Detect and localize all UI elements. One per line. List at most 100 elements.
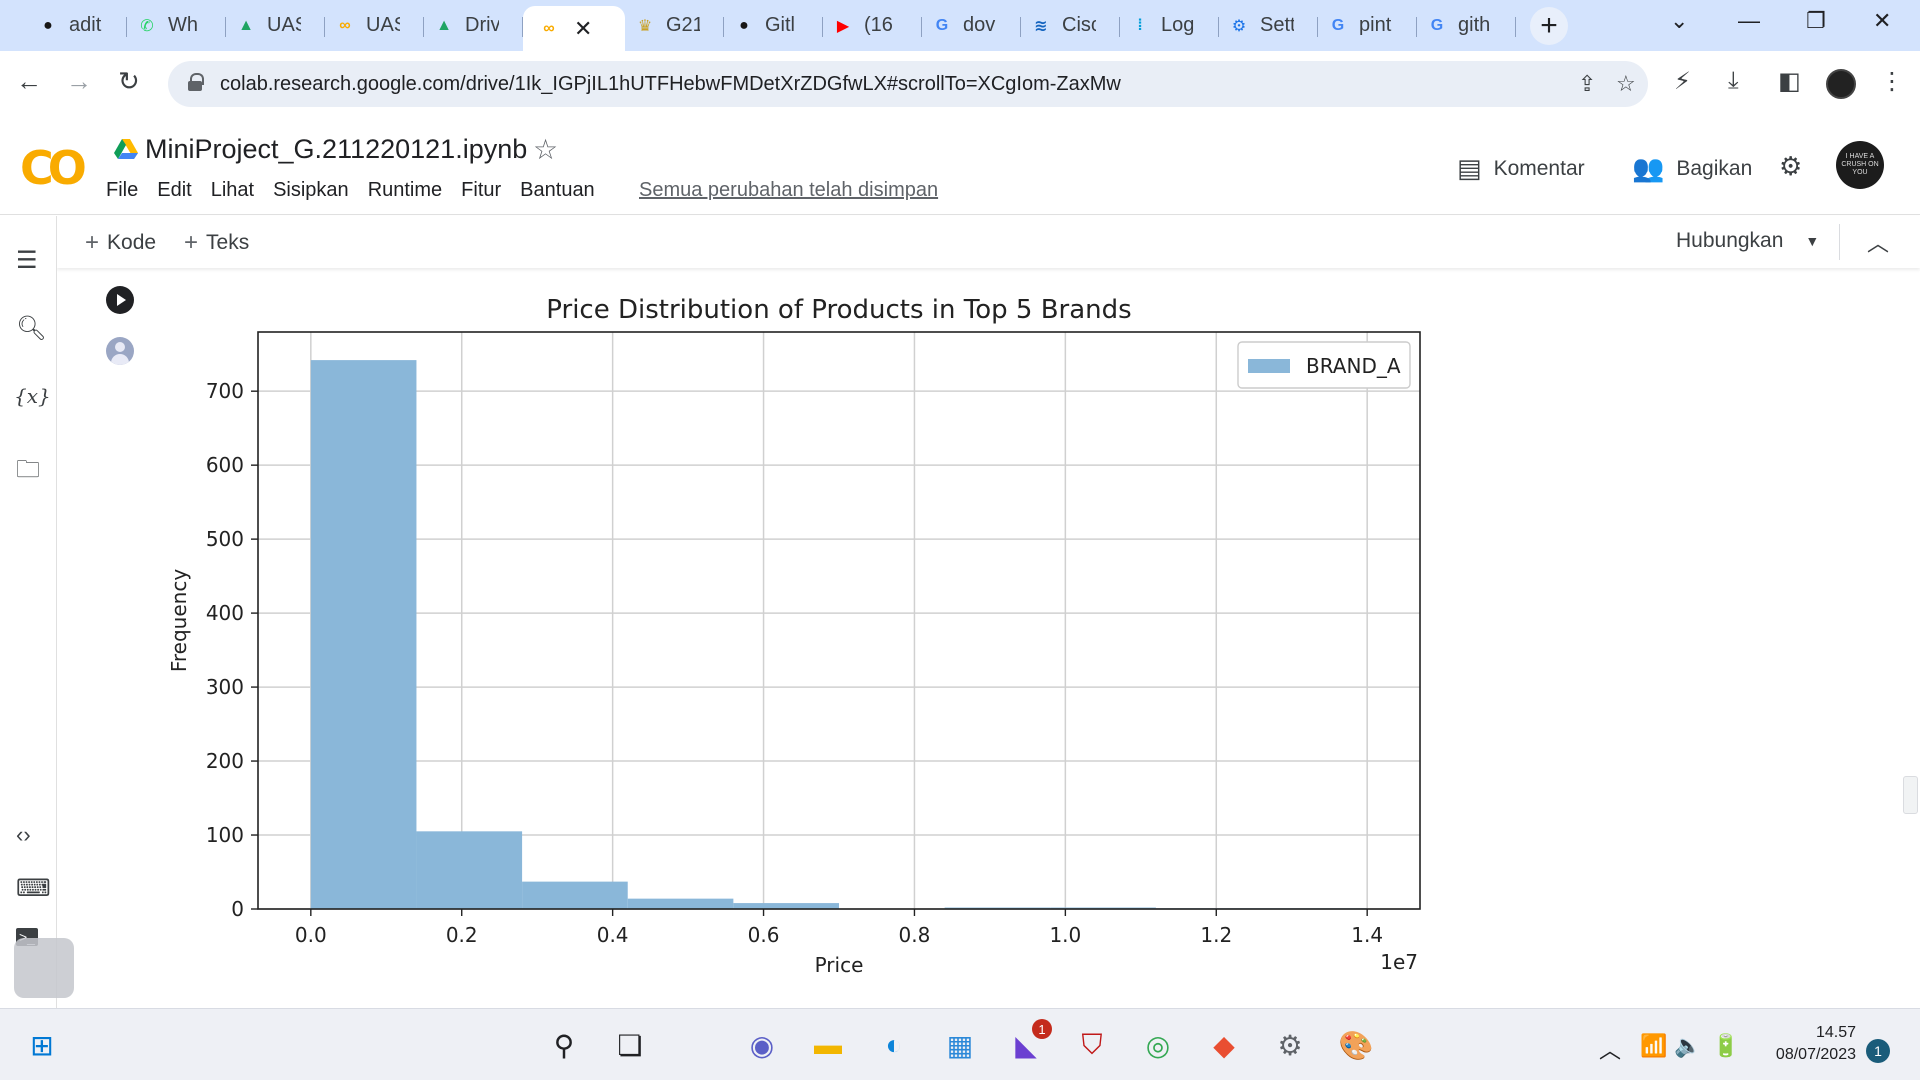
share-page-icon[interactable]: ⇪ [1578, 71, 1597, 96]
browser-tab[interactable]: ▶ (16 [823, 6, 922, 46]
extension-icon[interactable]: ⚡ [1674, 68, 1691, 95]
search-icon[interactable]: 🔍︎ [16, 315, 47, 342]
tab-label: Driv [465, 14, 499, 36]
code-snippets-icon[interactable]: ‹› [16, 822, 31, 847]
menu-bar: File Edit Lihat Sisipkan Runtime Fitur B… [106, 179, 595, 202]
close-window-icon[interactable]: ✕ [1873, 8, 1892, 33]
wifi-icon[interactable]: 📶 [1640, 1033, 1668, 1058]
teams-chat-icon[interactable]: ◉ [749, 1029, 775, 1061]
connect-runtime-button[interactable]: Hubungkan ▼ [1676, 229, 1819, 253]
notebook-title[interactable]: MiniProject_G.211220121.ipynb [145, 134, 528, 164]
tab-search-icon[interactable]: ⌄ [1670, 8, 1689, 33]
paint-icon[interactable]: 🎨 [1338, 1029, 1374, 1061]
bookmark-star-icon[interactable]: ☆ [1616, 71, 1636, 96]
share-button[interactable]: 👥 Bagikan [1632, 153, 1752, 184]
search-icon[interactable]: ⚲ [553, 1029, 575, 1061]
start-icon[interactable]: ⊞ [30, 1029, 54, 1061]
connect-label: Hubungkan [1676, 229, 1784, 252]
add-code-button[interactable]: + Kode [85, 229, 156, 257]
menu-insert[interactable]: Sisipkan [273, 179, 349, 201]
plus-icon: + [184, 229, 199, 256]
notification-badge[interactable]: 1 [1866, 1039, 1890, 1063]
browser-tab[interactable]: ● adit [28, 6, 127, 46]
task-view-icon[interactable]: ❏ [617, 1029, 643, 1061]
star-notebook-icon[interactable]: ☆ [533, 134, 559, 165]
tab-label: gith [1458, 14, 1491, 36]
chart-title: Price Distribution of Products in Top 5 … [546, 295, 1131, 325]
y-tick-label: 300 [206, 675, 244, 699]
run-cell-button[interactable] [106, 286, 134, 314]
tab-label: (16 [864, 14, 893, 36]
browser-tab[interactable]: ∞ ✕ [523, 6, 625, 51]
app-badge: 1 [1032, 1019, 1052, 1039]
browser-tab[interactable]: ⚙ Sett [1219, 6, 1318, 46]
battery-icon[interactable]: 🔋 [1712, 1033, 1740, 1058]
tab-label: Cisc [1062, 14, 1096, 36]
variables-icon[interactable]: {x} [14, 384, 51, 408]
lock-icon [188, 73, 204, 91]
vscode-icon[interactable]: ◣ [1015, 1029, 1037, 1061]
browser-tab[interactable]: ∞ UAS [325, 6, 424, 46]
google-icon: G [1430, 16, 1444, 34]
menu-help[interactable]: Bantuan [520, 179, 595, 201]
browser-tab[interactable]: ▲ UAS [226, 6, 325, 46]
browser-tab[interactable]: ✆ Wh [127, 6, 226, 46]
reload-icon[interactable]: ↻ [118, 66, 140, 96]
collapse-header-icon[interactable]: ︿ [1867, 231, 1890, 256]
floating-widget[interactable] [14, 938, 74, 998]
chrome-icon[interactable]: ◎ [1145, 1029, 1171, 1061]
comment-button[interactable]: ▤ Komentar [1457, 153, 1585, 184]
menu-edit[interactable]: Edit [157, 179, 192, 201]
download-icon[interactable]: ⤓ [1728, 67, 1739, 94]
toolbar-divider [1839, 224, 1840, 260]
plot-frame [257, 331, 1421, 910]
command-palette-icon[interactable]: ⌨ [16, 875, 51, 902]
settings-gear-icon[interactable]: ⚙ [1779, 151, 1803, 181]
colab-icon: ∞ [543, 19, 555, 37]
save-status-link[interactable]: Semua perubahan telah disimpan [639, 179, 939, 201]
account-avatar[interactable]: I HAVE A CRUSH ON YOU [1836, 141, 1884, 189]
university-icon: ♛ [637, 17, 653, 35]
browser-tab[interactable]: ≋ Cisc [1021, 6, 1120, 46]
settings-icon[interactable]: ⚙ [1277, 1029, 1303, 1061]
menu-file[interactable]: File [106, 179, 139, 201]
chrome-menu-icon[interactable]: ⋮ [1880, 68, 1904, 95]
caret-down-icon[interactable]: ▼ [1805, 233, 1820, 249]
menu-tools[interactable]: Fitur [461, 179, 502, 201]
comment-icon: ▤ [1457, 153, 1482, 183]
new-tab-button[interactable]: + [1530, 6, 1568, 45]
scrollbar-thumb[interactable] [1903, 776, 1918, 814]
browser-tab[interactable]: ⁞ Log [1120, 6, 1219, 46]
browser-profile-avatar[interactable] [1826, 69, 1856, 99]
system-clock[interactable]: 14.57 08/07/2023 [1756, 1022, 1856, 1066]
edge-icon[interactable]: ◐ [885, 1029, 903, 1060]
restore-icon[interactable]: ❐ [1806, 8, 1826, 33]
menu-runtime[interactable]: Runtime [367, 179, 443, 201]
browser-tab[interactable]: ▲ Driv [424, 6, 523, 46]
forward-icon[interactable]: → [66, 66, 92, 96]
url-omnibox[interactable]: colab.research.google.com/drive/1Ik_IGPj… [168, 61, 1648, 107]
side-panel-icon[interactable]: ◧ [1778, 68, 1801, 95]
git-icon[interactable]: ◆ [1213, 1029, 1235, 1061]
store-icon[interactable]: ▦ [946, 1029, 974, 1061]
histogram-bar [522, 881, 628, 909]
back-icon[interactable]: ← [16, 66, 42, 96]
tray-chevron-icon[interactable]: ︿ [1599, 1038, 1622, 1063]
mcafee-icon[interactable]: ⛉ [1081, 1028, 1103, 1060]
minimize-icon[interactable]: — [1738, 8, 1760, 33]
table-of-contents-icon[interactable]: ☰ [16, 247, 38, 274]
close-tab-icon[interactable]: ✕ [574, 15, 593, 41]
menu-view[interactable]: Lihat [210, 179, 255, 201]
x-tick-label: 0.8 [899, 923, 931, 947]
browser-tab[interactable]: ● Gitl [724, 6, 823, 46]
volume-icon[interactable]: 🔈 [1674, 1033, 1702, 1058]
colab-logo-icon[interactable]: CO [20, 141, 87, 195]
google-drive-icon: ▲ [238, 16, 254, 34]
add-text-button[interactable]: + Teks [184, 229, 249, 257]
browser-tab[interactable]: ♛ G21 [625, 6, 724, 46]
file-explorer-icon[interactable]: ▬ [814, 1029, 842, 1060]
files-folder-icon[interactable]: 🗀 [16, 456, 40, 483]
